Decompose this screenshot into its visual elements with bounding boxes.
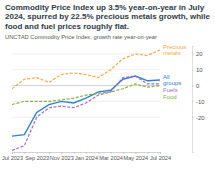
y-tick: 10 — [192, 67, 203, 73]
x-tick — [98, 152, 99, 154]
x-tick — [148, 152, 149, 154]
y-tick: 20 — [192, 51, 203, 57]
series-line — [12, 50, 160, 89]
grid-line — [12, 69, 160, 70]
x-tick: Sep 2023 — [25, 152, 49, 161]
series-line — [12, 84, 160, 105]
y-tick-label: 20 — [196, 51, 203, 57]
y-tick-mark — [192, 86, 194, 87]
x-tick — [74, 152, 75, 154]
x-tick-mark — [160, 152, 161, 154]
grid — [12, 54, 160, 117]
x-tick-label: Jan 2024 — [75, 155, 98, 161]
x-tick-label: May 2024 — [124, 155, 149, 161]
y-axis-line — [193, 47, 195, 153]
grid-line — [12, 85, 160, 86]
x-tick-mark — [135, 152, 136, 154]
x-tick: Jul 2023 — [2, 152, 23, 161]
series-label: Fuels — [163, 87, 178, 93]
y-tick-mark — [192, 101, 194, 102]
x-tick-mark — [24, 152, 25, 154]
series-label: Food — [163, 94, 177, 100]
x-tick-mark — [74, 152, 75, 154]
x-tick-mark — [98, 152, 99, 154]
x-tick: Nov 2023 — [50, 152, 74, 161]
x-tick: Mar 2024 — [99, 152, 123, 161]
y-tick-label: 0 — [196, 83, 200, 89]
series-label: Preciousmetals — [163, 44, 186, 56]
x-tick-label: Mar 2024 — [99, 155, 123, 161]
x-tick-mark — [123, 152, 124, 154]
lines — [12, 50, 160, 150]
x-tick: Jan 2024 — [75, 152, 98, 161]
y-tick-label: 10 — [196, 67, 203, 73]
y-tick: 0 — [192, 83, 200, 89]
x-tick-mark — [111, 152, 112, 154]
chart: -20 -10 0 10 20 Jul 2023Sep 2023Nov 2023Jan 2… — [0, 0, 215, 170]
x-tick-label: Jul 2023 — [2, 155, 23, 161]
series-line — [12, 76, 160, 150]
x-tick — [123, 152, 124, 154]
x-tick-mark — [148, 152, 149, 154]
x-tick-label: Nov 2023 — [50, 155, 74, 161]
y-tick-mark — [192, 117, 194, 118]
x-axis-line — [13, 153, 161, 155]
y-tick-mark — [192, 70, 194, 71]
x-tick-mark — [12, 152, 13, 154]
x-tick-label: Jul 2024 — [150, 155, 171, 161]
y-tick-label: -20 — [196, 115, 205, 121]
grid-line — [12, 101, 160, 102]
x-tick-label: Sep 2023 — [25, 155, 49, 161]
x-tick: Jul 2024 — [150, 152, 171, 161]
x-tick-mark — [37, 152, 38, 154]
subtitle: UNCTAD Commodity Price Index, growth rat… — [5, 34, 212, 40]
x-tick — [24, 152, 25, 154]
series-labels: Preciousmetals AllgroupsFuelsFood — [163, 44, 186, 100]
x-tick-mark — [49, 152, 50, 154]
x-tick — [49, 152, 50, 154]
y-tick-mark — [192, 54, 194, 55]
y-tick: -10 — [192, 99, 205, 105]
x-tick-mark — [86, 152, 87, 154]
x-axis: Jul 2023Sep 2023Nov 2023Jan 2024Mar 2024… — [2, 152, 171, 161]
title: Commodity Price Index up 3.5% year-on-ye… — [5, 3, 212, 31]
series-label: Allgroups — [163, 74, 181, 86]
series-line — [12, 76, 160, 136]
x-tick: May 2024 — [124, 152, 149, 161]
y-tick-label: -10 — [196, 99, 205, 105]
y-tick: -20 — [192, 115, 205, 121]
y-axis: -20 -10 0 10 20 — [192, 47, 205, 153]
x-tick-mark — [61, 152, 62, 154]
